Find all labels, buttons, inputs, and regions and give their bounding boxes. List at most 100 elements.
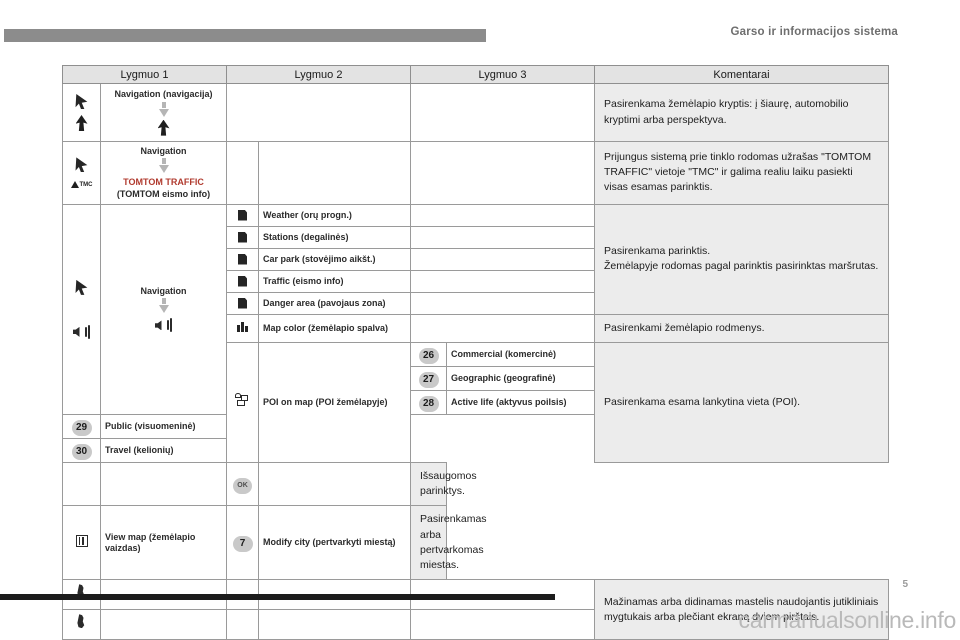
map-color-comment-cell: Pasirenkami žemėlapio rodmenys.: [594, 313, 889, 343]
row2-level1-cell[interactable]: Navigation TOMTOM TRAFFIC (TOMTOM eismo …: [100, 141, 227, 205]
row1-level1-label: Navigation (navigacija): [114, 89, 213, 100]
options-comment: Pasirenkama parinktis. Žemėlapyje rodoma…: [604, 245, 879, 273]
poi-28-num-cell: 28: [410, 389, 447, 415]
footer-rule: [0, 594, 555, 600]
poi-cell[interactable]: POI on map (POI žemėlapyje): [258, 341, 411, 463]
option-stations-cell[interactable]: Stations (degalinės): [258, 225, 411, 249]
option-carpark-cell[interactable]: Car park (stovėjimo aikšt.): [258, 247, 411, 271]
row1-comment-cell: Pasirenkama žemėlapio kryptis: į šiaurę,…: [594, 83, 889, 142]
row2-level1-sublabel2: (TOMTOM eismo info): [116, 188, 211, 199]
row3-icon-cell: [62, 203, 101, 415]
palette-icon: [237, 322, 248, 333]
option-danger-label: Danger area (pavojaus zona): [263, 297, 386, 308]
save-label-cell[interactable]: [258, 461, 411, 507]
watermark: carmanualsonline.info: [738, 607, 957, 633]
poi-27-cell[interactable]: Geographic (geografinė): [446, 365, 595, 391]
zoom-in-level3-cell: [410, 609, 595, 640]
poi-27-num-cell: 27: [410, 365, 447, 391]
save-comment: Išsaugomos parinktys.: [420, 469, 477, 498]
row2-level2-cell: [258, 141, 411, 205]
table-row-option-danger-area: Danger area (pavojaus zona): [63, 291, 889, 315]
options-comment-cell: Pasirenkama parinktis. Žemėlapyje rodoma…: [594, 203, 889, 315]
table-row-poi-geographic: 27 Geographic (geografinė): [63, 365, 889, 391]
poi-comment-cell: Pasirenkama esama lankytina vieta (POI).: [594, 341, 889, 463]
option-carpark-label: Car park (stovėjimo aikšt.): [263, 253, 376, 264]
modify-city-badge: 7: [232, 536, 253, 553]
table-row-tomtom-traffic: TMC Navigation TOMTOM TRAFFIC (TOMTOM ei…: [62, 141, 889, 205]
modify-city-label: Modify city (pertvarkyti miestą): [263, 537, 396, 548]
zoom-in-level2-cell: [258, 609, 411, 640]
poi-30-label: Travel (kelionių): [105, 444, 174, 455]
table-row-poi-active-life: 28 Active life (aktyvus poilsis): [63, 389, 889, 415]
row3-level1-cell[interactable]: Navigation: [100, 203, 227, 415]
view-map-cell[interactable]: View map (žemėlapio vaizdas): [100, 505, 227, 581]
zoom-out-icon: [75, 584, 89, 600]
zoom-in-icon-cell[interactable]: [62, 609, 101, 640]
arrow-up-icon: [157, 119, 170, 136]
page-icon: [238, 297, 247, 309]
arrow-up-icon: [75, 115, 88, 131]
ok-badge: OK: [233, 478, 252, 495]
poi-29-badge: 29: [71, 419, 92, 436]
page-icon: [238, 253, 247, 265]
zoom-comment: Mažinamas arba didinamas mastelis naudoj…: [604, 595, 879, 623]
map-color-level3: [410, 313, 595, 343]
zoom-comment-cell: Mažinamas arba didinamas mastelis naudoj…: [594, 579, 889, 640]
modify-city-cell[interactable]: Modify city (pertvarkyti miestą): [258, 505, 411, 581]
option-traffic-cell[interactable]: Traffic (eismo info): [258, 269, 411, 293]
table-row-option-carpark: Car park (stovėjimo aikšt.): [63, 247, 889, 271]
table-row-zoom-in: [62, 609, 889, 640]
option-carpark-level3: [410, 247, 595, 271]
poi-label: POI on map (POI žemėlapyje): [263, 396, 388, 407]
poi-29-num-cell: 29: [62, 413, 101, 439]
row2-comment-cell: Prijungus sistemą prie tinklo rodomas už…: [594, 141, 889, 205]
save-comment-cell: Išsaugomos parinktys.: [410, 461, 477, 507]
map-color-label: Map color (žemėlapio spalva): [263, 322, 389, 333]
flow-arrow-stem: [161, 101, 166, 108]
row1-level1-cell[interactable]: Navigation (navigacija): [100, 83, 227, 142]
poi-30-cell[interactable]: Travel (kelionių): [100, 437, 227, 463]
option-traffic-level3: [410, 269, 595, 293]
poi-28-cell[interactable]: Active life (aktyvus poilsis): [446, 389, 595, 415]
navigation-pointer-icon: [75, 279, 88, 295]
column-header-comments: Komentarai: [594, 65, 889, 84]
view-map-num-cell: 7: [226, 505, 259, 581]
option-weather-cell[interactable]: Weather (orų progn.): [258, 203, 411, 227]
settings-table: Lygmuo 1 Lygmuo 2 Lygmuo 3 Komentarai Na…: [62, 65, 889, 640]
flow-arrow-down-icon: [158, 165, 169, 174]
poi-28-badge: 28: [418, 395, 439, 412]
option-danger-icon-cell: [226, 291, 259, 315]
zoom-in-icon: [75, 614, 89, 630]
poi-26-num-cell: 26: [410, 341, 447, 367]
flow-arrow-stem: [161, 298, 166, 305]
save-label: [259, 481, 410, 487]
poi-icon: [235, 392, 250, 407]
map-color-comment: Pasirenkami žemėlapio rodmenys.: [604, 321, 765, 334]
page-icon: [238, 209, 247, 221]
save-num-cell: OK: [226, 461, 259, 507]
row2-comment: Prijungus sistemą prie tinklo rodomas už…: [604, 151, 872, 194]
row2-level3-cell: [410, 141, 595, 205]
row1-level3-cell: [410, 83, 595, 142]
option-weather-label: Weather (orų progn.): [263, 209, 352, 220]
poi-26-label: Commercial (komercinė): [451, 348, 557, 359]
option-weather-icon-cell: [226, 203, 259, 227]
view-map-comment: Pasirenkamas arba pertvarkomas miestas.: [420, 513, 487, 572]
option-stations-icon-cell: [226, 225, 259, 249]
row2-level2-icon-cell: [226, 141, 259, 205]
save-level2-icon-cell: [62, 461, 101, 507]
poi-29-cell[interactable]: Public (visuomeninė): [100, 413, 227, 439]
poi-26-cell[interactable]: Commercial (komercinė): [446, 341, 595, 367]
book-icon: [75, 534, 88, 547]
flow-arrow-down-icon: [158, 108, 169, 117]
flow-arrow-down-icon: [158, 305, 169, 314]
navigation-pointer-icon: [75, 94, 88, 109]
option-carpark-icon-cell: [226, 247, 259, 271]
map-color-cell[interactable]: Map color (žemėlapio spalva): [258, 313, 411, 343]
speaker-icon: [72, 324, 91, 339]
option-traffic-icon-cell: [226, 269, 259, 293]
table-row-map-color: Map color (žemėlapio spalva) Pasirenkami…: [63, 313, 889, 343]
zoom-in-level1-cell: [100, 609, 227, 640]
option-danger-cell[interactable]: Danger area (pavojaus zona): [258, 291, 411, 315]
